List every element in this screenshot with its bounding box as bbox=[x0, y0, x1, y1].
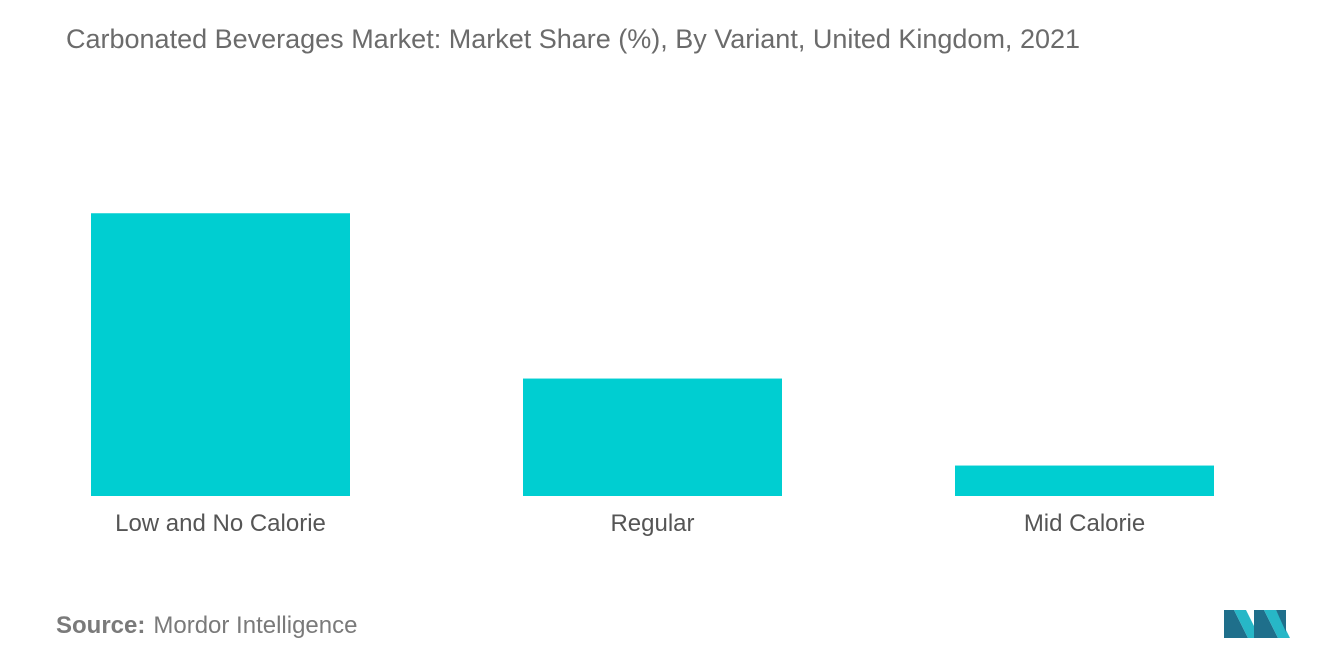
mordor-intelligence-logo-icon bbox=[1224, 610, 1290, 638]
bar-mid-calorie bbox=[955, 465, 1214, 496]
bar-chart: Low and No Calorie Regular Mid Calorie bbox=[91, 213, 1214, 537]
source-label: Source: bbox=[56, 612, 146, 639]
bar-low-and-no-calorie bbox=[91, 213, 350, 496]
chart-title: Carbonated Beverages Market: Market Shar… bbox=[66, 24, 1081, 54]
category-labels-group: Low and No Calorie Regular Mid Calorie bbox=[115, 510, 1145, 537]
source-value: Mordor Intelligence bbox=[153, 612, 358, 639]
category-label: Regular bbox=[610, 510, 694, 537]
category-label: Low and No Calorie bbox=[115, 510, 326, 537]
bars-group bbox=[91, 213, 1214, 496]
bar-regular bbox=[523, 378, 782, 496]
source-line: Source: Mordor Intelligence bbox=[56, 612, 357, 640]
category-label: Mid Calorie bbox=[1024, 510, 1145, 537]
